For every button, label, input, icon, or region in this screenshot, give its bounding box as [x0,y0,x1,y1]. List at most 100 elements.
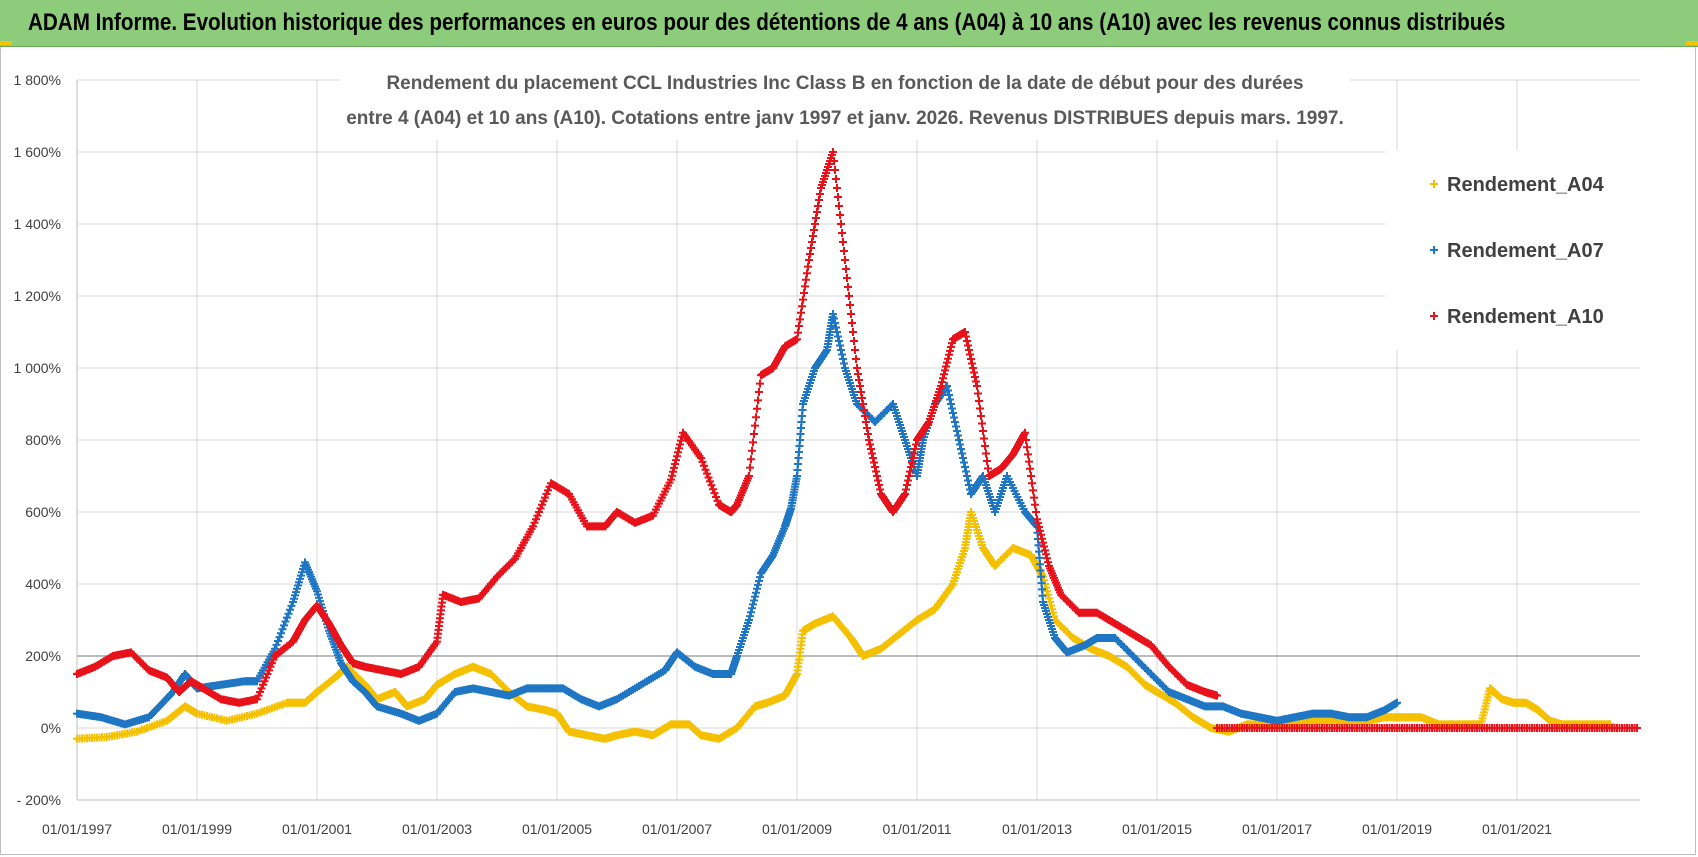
legend-label: Rendement_A07 [1447,240,1604,262]
data-point [844,283,852,291]
data-point [836,211,844,219]
data-point [706,477,714,486]
data-point [975,397,983,405]
chart-title-box: Rendement du placement CCL Industries In… [340,62,1350,140]
data-point [973,382,981,390]
corner-mark-top-right [1686,41,1698,45]
data-point [752,413,760,422]
data-point [1032,508,1040,516]
data-point [750,430,758,438]
legend-marker [1430,180,1438,188]
x-tick-label: 01/01/2007 [642,821,712,837]
legend-marker [1430,312,1438,320]
y-tick-label: 600% [25,504,61,520]
corner-mark-top-left [0,41,12,45]
data-point [1025,457,1033,466]
series-Rendement_A10 [73,148,1221,707]
data-point [843,274,851,282]
data-point [274,637,282,645]
y-tick-label: 1 400% [14,216,61,232]
data-point [1026,464,1034,473]
x-tick-label: 01/01/2017 [1242,821,1312,837]
y-tick-label: 1 000% [14,360,61,376]
data-point [272,640,281,649]
data-point [834,193,842,201]
x-tick-label: 01/01/1997 [42,821,112,837]
data-point [287,601,296,610]
series-Rendement_A10_zero [1213,724,1641,732]
data-point [1393,698,1401,707]
data-point [1213,691,1221,700]
data-point [974,389,982,398]
data-point [842,265,850,273]
x-tick-label: 01/01/2015 [1122,821,1192,837]
data-point [1029,486,1037,495]
marks [73,148,1641,743]
data-point [697,454,705,462]
data-point [277,629,285,638]
data-point [746,463,754,472]
data-point [1021,428,1029,437]
data-point [509,556,518,565]
data-point [284,609,293,618]
data-point [754,396,762,405]
x-tick-label: 01/01/2001 [282,821,352,837]
data-point [835,202,843,210]
data-point [840,247,848,255]
axes: - 200% 0% 200% 400% 600% 800% 1 000% 1 200% 1 40… [14,72,1640,837]
data-point [749,438,757,447]
data-point [698,457,707,466]
data-point [977,412,985,420]
x-tick-label: 01/01/2005 [522,821,592,837]
legend-marker [1430,246,1438,254]
data-point [271,644,279,653]
data-point [833,184,841,192]
data-point [978,419,986,428]
data-point [756,379,764,388]
y-tick-label: 800% [25,432,61,448]
data-point [278,625,287,634]
x-tick-label: 01/01/2003 [402,821,472,837]
chart-title-line-2: entre 4 (A04) et 10 ans (A10). Cotations… [346,108,1344,129]
data-point [700,461,708,470]
y-tick-label: 0% [41,720,61,736]
data-point [283,613,291,622]
data-point [852,355,860,363]
data-point [753,404,761,413]
legend: Rendement_A04 Rendement_A07 Rendement_A10 [1385,150,1640,350]
y-tick-label: 200% [25,648,61,664]
data-point [701,465,710,474]
data-point [712,493,720,501]
data-point [1031,500,1039,509]
x-tick-label: 01/01/2021 [1482,821,1552,837]
data-point [831,166,839,174]
data-point [983,457,991,465]
data-point [848,319,856,327]
data-point [704,473,713,482]
data-point [286,605,294,614]
data-point [745,472,753,480]
data-point [281,617,290,626]
data-point [275,633,284,642]
banner: ADAM Informe. Evolution historique des p… [0,0,1698,47]
data-point [713,496,722,505]
chart-title-bg [340,62,1350,140]
legend-label: Rendement_A04 [1447,174,1605,196]
data-point [837,220,845,228]
y-tick-label: 1 800% [14,72,61,88]
data-point [1022,436,1030,444]
data-point [984,464,992,473]
data-point [841,256,849,264]
data-point [703,469,711,478]
series-Rendement_A07 [73,310,1401,729]
data-point [709,485,717,494]
data-point [1023,443,1031,452]
x-tick-label: 01/01/1999 [162,821,232,837]
data-point [980,434,988,443]
data-point [838,229,846,237]
data-point [976,404,984,413]
data-point [830,157,838,165]
legend-label: Rendement_A10 [1447,306,1604,328]
data-point [1028,479,1036,488]
